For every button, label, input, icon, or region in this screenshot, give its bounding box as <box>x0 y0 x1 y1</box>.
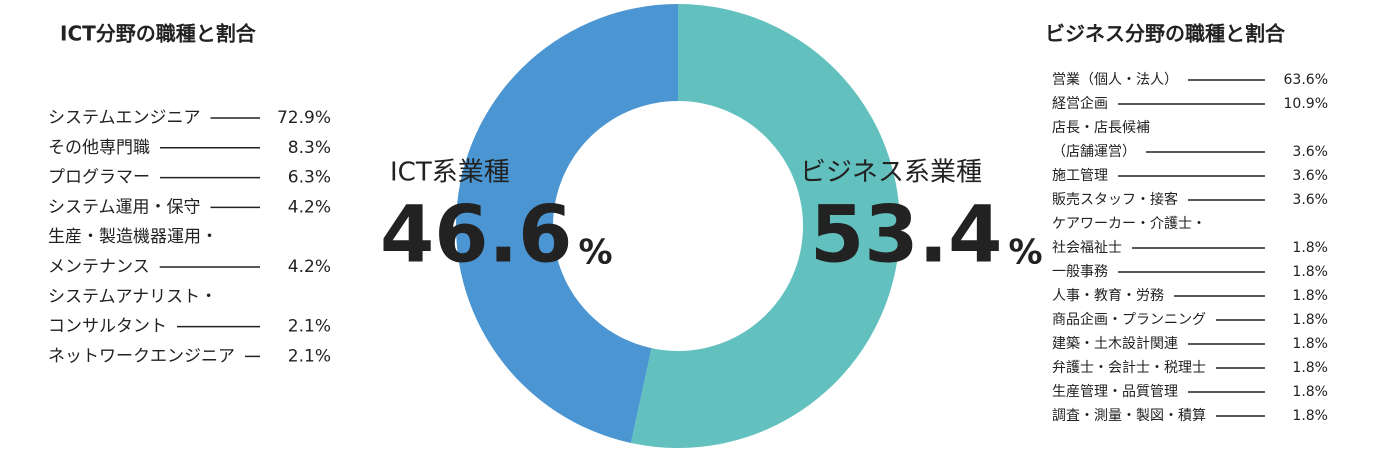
list-value: 72.9% <box>277 108 331 128</box>
list-label: 生産・製造機器運用・ <box>48 227 218 247</box>
donut-segment <box>455 4 678 443</box>
list-value: 4.2% <box>288 197 331 217</box>
list-value: 63.6% <box>1284 72 1328 88</box>
list-label: ネットワークエンジニア <box>48 346 235 366</box>
list-label: 販売スタッフ・接客 <box>1052 191 1178 208</box>
list-value: 1.8% <box>1292 360 1328 376</box>
list-label: システムエンジニア <box>48 108 201 128</box>
donut-segment <box>630 4 900 448</box>
list-label: 弁護士・会計士・税理士 <box>1052 360 1206 376</box>
list-value: 2.1% <box>288 346 331 366</box>
list-label: システムアナリスト・ <box>48 287 217 307</box>
list-label: （店舗運営） <box>1052 144 1136 160</box>
list-label: 営業（個人・法人） <box>1052 72 1178 88</box>
list-value: 1.8% <box>1292 408 1328 424</box>
segment-unit: % <box>1008 233 1042 273</box>
list-value: 1.8% <box>1292 264 1328 280</box>
list-value: 3.6% <box>1292 168 1328 184</box>
list-label: 店長・店長候補 <box>1052 120 1150 136</box>
list-label: 一般事務 <box>1052 264 1108 280</box>
list-label: コンサルタント <box>48 317 167 337</box>
list-label: 調査・測量・製図・積算 <box>1052 408 1206 424</box>
list-value: 2.1% <box>288 317 331 337</box>
list-value: 3.6% <box>1292 192 1328 208</box>
list-value: 1.8% <box>1292 336 1328 352</box>
segment-value: 46.6 <box>380 190 572 280</box>
list-value: 1.8% <box>1292 240 1328 256</box>
list-value: 10.9% <box>1284 96 1328 112</box>
segment-unit: % <box>578 233 612 273</box>
list-value: 8.3% <box>288 138 331 158</box>
list-label: 商品企画・プランニング <box>1052 311 1206 328</box>
list-value: 1.8% <box>1292 384 1328 400</box>
segment-name: ビジネス系業種 <box>800 158 982 188</box>
segment-name: ICT系業種 <box>390 158 510 188</box>
business-list-title: ビジネス分野の職種と割合 <box>1045 22 1286 46</box>
list-label: 建築・土木設計関連 <box>1052 336 1178 352</box>
list-value: 1.8% <box>1292 312 1328 328</box>
list-label: プログラマー <box>48 168 150 188</box>
list-label: 社会福祉士 <box>1052 240 1122 256</box>
list-label: 生産管理・品質管理 <box>1052 384 1178 400</box>
list-label: その他専門職 <box>48 138 150 158</box>
list-label: 施工管理 <box>1052 168 1108 184</box>
list-value: 1.8% <box>1292 288 1328 304</box>
list-label: メンテナンス <box>48 257 150 277</box>
list-label: 人事・教育・労務 <box>1052 288 1164 304</box>
list-label: 経営企画 <box>1052 95 1108 112</box>
list-value: 6.3% <box>288 168 331 188</box>
list-label: ケアワーカー・介護士・ <box>1052 216 1206 232</box>
segment-value: 53.4 <box>810 190 1002 280</box>
list-value: 3.6% <box>1292 144 1328 160</box>
ict-list-title: ICT分野の職種と割合 <box>60 22 257 46</box>
list-value: 4.2% <box>288 257 331 277</box>
list-label: システム運用・保守 <box>48 197 201 217</box>
